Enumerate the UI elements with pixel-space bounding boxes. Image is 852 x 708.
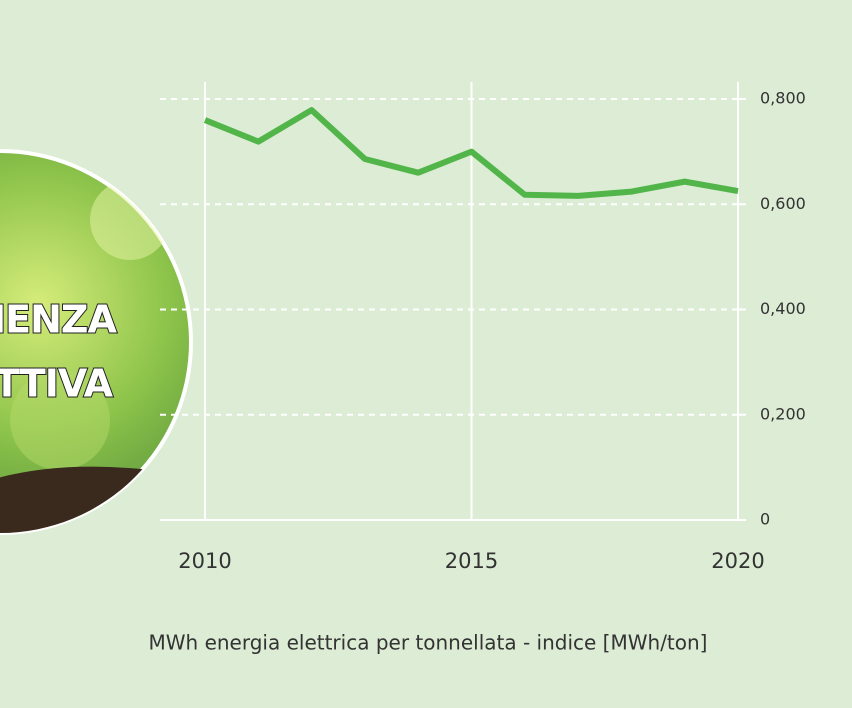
x-tick-label: 2010 [178, 549, 231, 573]
y-tick-label: 0,800 [760, 89, 806, 108]
y-tick-label: 0,400 [760, 299, 806, 318]
x-axis-label: MWh energia elettrica per tonnellata - i… [149, 631, 708, 655]
x-tick-label: 2020 [711, 549, 764, 573]
y-tick-label: 0 [760, 510, 770, 529]
badge-text: IENZA [0, 298, 117, 342]
y-tick-label: 0,200 [760, 404, 806, 423]
line [203, 107, 739, 199]
badge-text: TTIVA [0, 362, 114, 406]
photo-badge: IENZA TTIVA [0, 149, 193, 535]
x-tick-label: 2015 [445, 549, 498, 573]
y-tick-label: 0,600 [760, 194, 806, 213]
